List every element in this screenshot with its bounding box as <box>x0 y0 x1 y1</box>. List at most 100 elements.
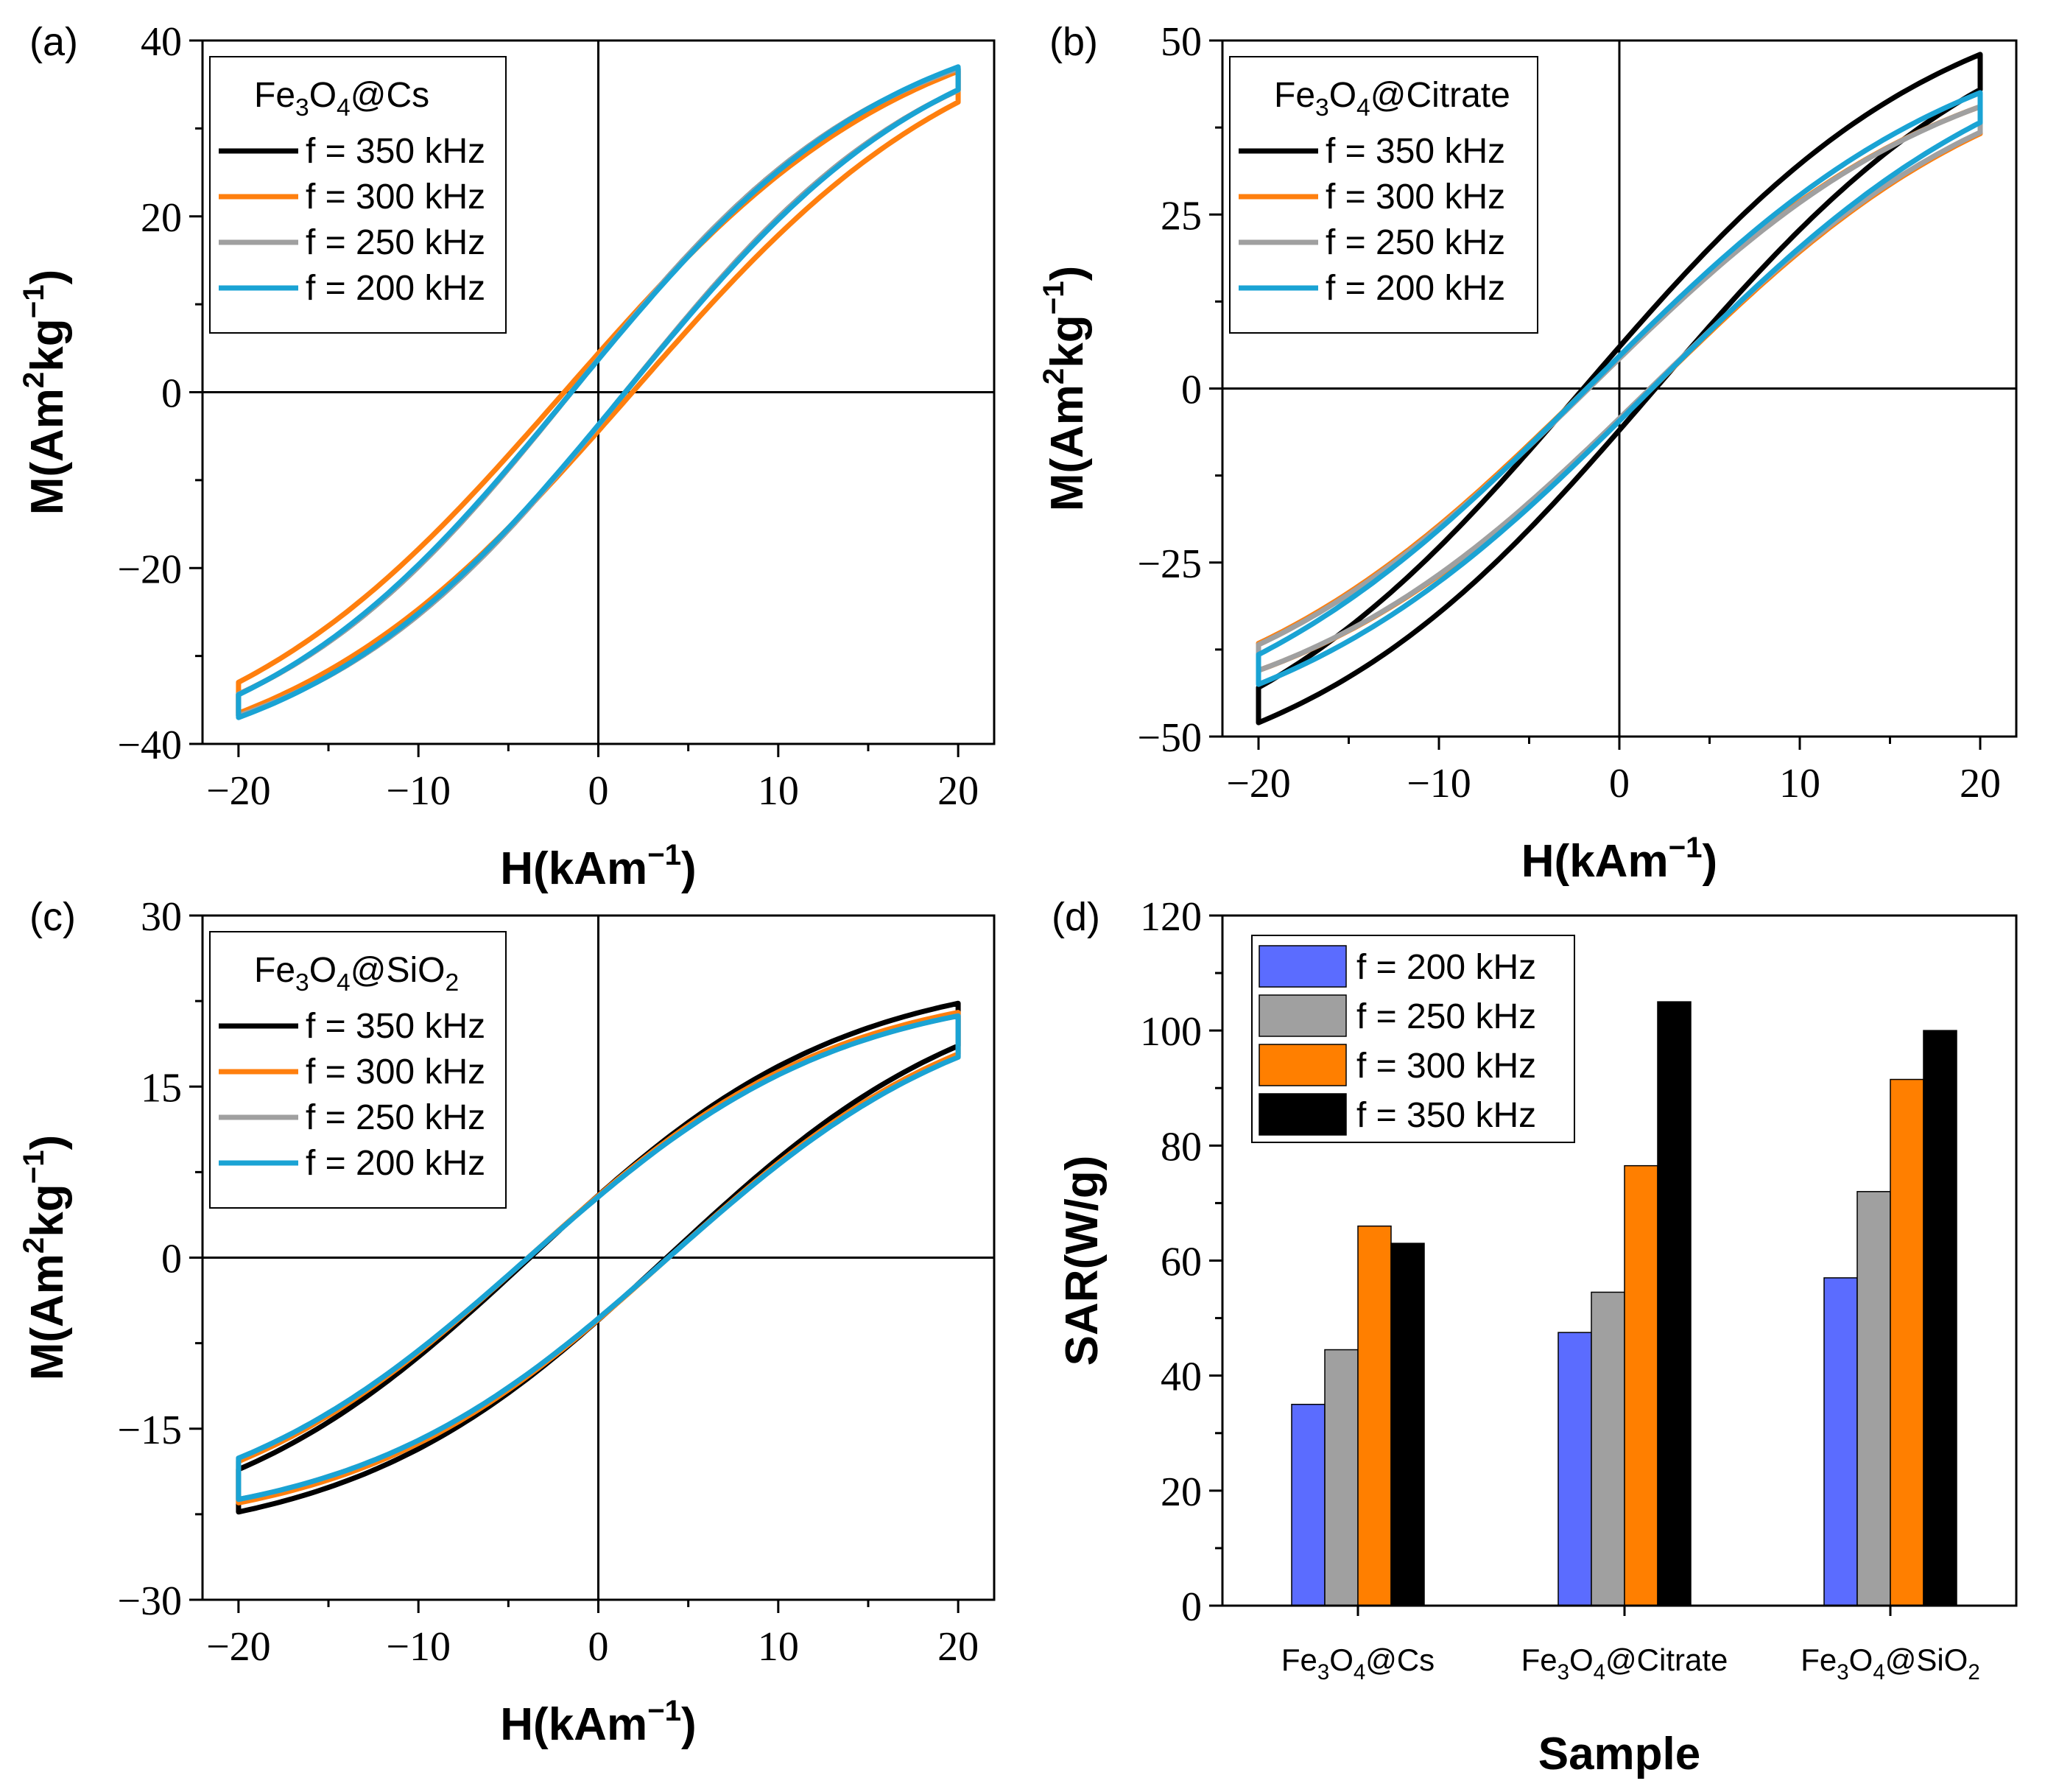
bar-200khz-1 <box>1557 1332 1592 1606</box>
bar-250khz-2 <box>1856 1191 1891 1606</box>
category-label: Fe3O4@Citrate <box>1521 1642 1728 1684</box>
y-axis-title: SAR(W/g) <box>1057 1156 1108 1366</box>
bar-350khz-1 <box>1657 1001 1692 1606</box>
bar-250khz-0 <box>1324 1349 1359 1606</box>
legend-label-200: f = 200 kHz <box>306 1144 485 1183</box>
x-tick-label: 10 <box>1779 761 1820 807</box>
y-tick-label: 60 <box>1161 1240 1202 1285</box>
bar-300khz-0 <box>1357 1225 1392 1606</box>
legend-label-350: f = 350 kHz <box>306 132 485 171</box>
panel-c: −20 −10 0 10 20 −30 −15 0 15 30 Fe3O4@SiO2 f = 350 … <box>17 894 996 1750</box>
bar-300khz-2 <box>1890 1078 1924 1606</box>
y-tick-label: −30 <box>117 1578 182 1624</box>
y-tick-label: −40 <box>117 723 182 768</box>
legend-swatch-200 <box>1259 945 1347 988</box>
legend-swatch-250 <box>1259 994 1347 1037</box>
legend-title: Fe3O4@Citrate <box>1274 76 1510 122</box>
legend-swatch-350 <box>1259 1093 1347 1136</box>
y-tick-label: −20 <box>117 547 182 592</box>
x-tick-label: 0 <box>588 1624 609 1670</box>
legend-label-350: f = 350 kHz <box>306 1007 485 1046</box>
x-tick-label: 10 <box>758 1624 799 1670</box>
legend-label-250: f = 250 kHz <box>1356 997 1536 1036</box>
legend-label-300: f = 300 kHz <box>1356 1047 1536 1086</box>
legend-label-350: f = 350 kHz <box>1356 1096 1536 1135</box>
x-tick-label: −20 <box>206 1624 271 1670</box>
legend-label-300: f = 300 kHz <box>306 178 485 217</box>
y-tick-label: 0 <box>161 371 182 417</box>
legend-label-200: f = 200 kHz <box>1326 269 1505 308</box>
plot-frame <box>1221 39 2018 738</box>
loop-200khz <box>236 1013 961 1503</box>
legend-label-300: f = 300 kHz <box>306 1053 485 1092</box>
legend-label-200: f = 200 kHz <box>306 269 485 308</box>
y-axis-title: M(Am2kg−1) <box>17 270 73 516</box>
panel-d: 0 20 40 60 80 100 120 Fe3O4@Cs Fe3O4@Citrate Fe3O… <box>1052 894 2018 1779</box>
panel-label: (b) <box>1049 20 1098 64</box>
legend: Fe3O4@Citrate f = 350 kHz f = 300 kHz f = 2… <box>1229 56 1538 334</box>
y-tick-label: 0 <box>1181 1584 1202 1630</box>
x-tick-label: 20 <box>1960 761 2001 807</box>
x-tick-label: 10 <box>758 768 799 814</box>
bar-200khz-2 <box>1823 1277 1858 1606</box>
bar-200khz-0 <box>1291 1403 1326 1606</box>
y-tick-label: 20 <box>141 195 182 241</box>
y-tick-label: 0 <box>1181 368 1202 413</box>
x-tick-label: −20 <box>206 768 271 814</box>
plot-frame <box>201 39 996 745</box>
y-tick-label: −15 <box>117 1408 182 1453</box>
bar-350khz-2 <box>1923 1030 1957 1606</box>
y-tick-label: −25 <box>1137 541 1202 587</box>
x-tick-label: 0 <box>1609 761 1630 807</box>
legend: Fe3O4@SiO2 f = 350 kHz f = 300 kHz f = 250 … <box>209 931 507 1209</box>
y-tick-label: 50 <box>1161 19 1202 65</box>
panel-a: −20 −10 0 10 20 −40 −20 0 20 40 Fe3O4@Cs f = 350 kH… <box>17 19 996 894</box>
y-tick-label: 80 <box>1161 1124 1202 1170</box>
legend-label-200: f = 200 kHz <box>1356 948 1536 987</box>
bar-250khz-1 <box>1591 1291 1625 1606</box>
loop-200khz <box>236 64 961 720</box>
x-tick-label: −10 <box>1407 761 1471 807</box>
y-tick-label: 100 <box>1140 1009 1202 1055</box>
x-axis-title: H(kAm−1) <box>500 1694 696 1750</box>
legend-label-250: f = 250 kHz <box>306 223 485 262</box>
bar-350khz-0 <box>1390 1243 1425 1606</box>
y-tick-label: 120 <box>1140 894 1202 940</box>
x-tick-label: 20 <box>937 1624 979 1670</box>
legend-label-300: f = 300 kHz <box>1326 178 1505 217</box>
plot-frame <box>1221 914 2018 1607</box>
legend-swatch-300 <box>1259 1044 1347 1086</box>
y-tick-label: 15 <box>141 1065 182 1111</box>
plot-frame <box>201 914 996 1601</box>
y-tick-label: 25 <box>1161 193 1202 239</box>
legend-title: Fe3O4@Cs <box>254 76 429 122</box>
category-label: Fe3O4@SiO2 <box>1801 1642 1979 1684</box>
y-axis-title: M(Am2kg−1) <box>17 1135 73 1381</box>
y-tick-label: −50 <box>1137 715 1202 761</box>
y-tick-label: 40 <box>141 19 182 65</box>
legend-label-250: f = 250 kHz <box>1326 223 1505 262</box>
panel-label: (c) <box>29 895 76 939</box>
bar-300khz-1 <box>1624 1164 1658 1606</box>
loop-350khz <box>1256 52 1983 725</box>
y-tick-label: 0 <box>161 1237 182 1282</box>
x-axis-title: Sample <box>1538 1729 1701 1779</box>
legend: f = 200 kHz f = 250 kHz f = 300 kHz f = 350… <box>1251 935 1575 1143</box>
x-axis-title: H(kAm−1) <box>500 838 696 894</box>
y-tick-label: 30 <box>141 894 182 940</box>
y-axis-title: M(Am2kg−1) <box>1037 266 1093 512</box>
legend-label-250: f = 250 kHz <box>306 1098 485 1137</box>
legend-title: Fe3O4@SiO2 <box>254 951 459 997</box>
x-tick-label: 0 <box>588 768 609 814</box>
loop-200khz <box>1256 90 1983 687</box>
panel-b: −20 −10 0 10 20 −50 −25 0 25 50 Fe3O4@Citrate f = 3… <box>1037 19 2018 887</box>
x-axis-title: H(kAm−1) <box>1521 831 1717 887</box>
x-tick-label: −10 <box>386 768 451 814</box>
x-tick-label: −10 <box>386 1624 451 1670</box>
y-tick-label: 20 <box>1161 1469 1202 1515</box>
category-label: Fe3O4@Cs <box>1281 1642 1435 1684</box>
legend-label-350: f = 350 kHz <box>1326 132 1505 171</box>
x-tick-label: −20 <box>1226 761 1291 807</box>
legend: Fe3O4@Cs f = 350 kHz f = 300 kHz f = 250 kH… <box>209 56 507 334</box>
